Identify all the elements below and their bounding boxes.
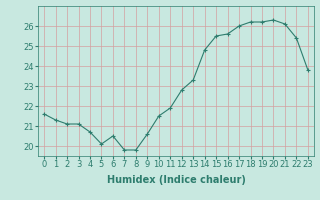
- X-axis label: Humidex (Indice chaleur): Humidex (Indice chaleur): [107, 175, 245, 185]
